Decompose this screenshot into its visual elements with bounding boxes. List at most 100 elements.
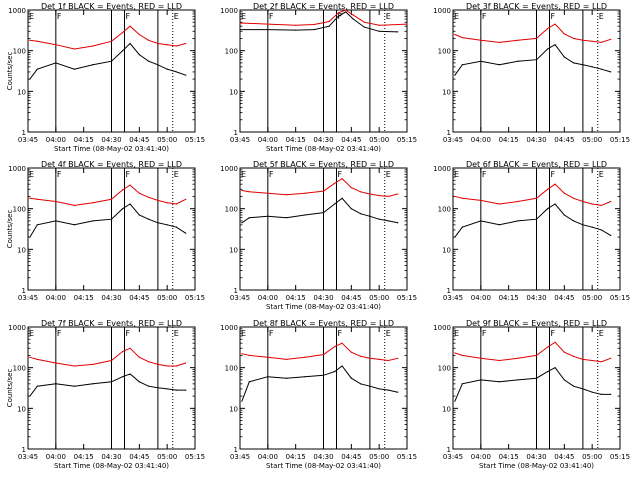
x-tick-label: 03:45 <box>230 136 250 144</box>
y-tick-label: 1000 <box>8 165 26 173</box>
x-tick-label: 04:15 <box>499 453 519 461</box>
x-tick-label: 04:15 <box>74 453 94 461</box>
x-tick-label: 04:15 <box>499 294 519 302</box>
data-point-lld <box>55 44 57 46</box>
x-tick-label: 04:30 <box>101 453 121 461</box>
data-point-lld <box>29 197 31 199</box>
data-point-events <box>517 379 519 381</box>
data-point-lld <box>304 192 306 194</box>
y-tick-label: 100 <box>438 365 451 373</box>
data-point-lld <box>563 192 565 194</box>
event-marker-label: F <box>269 12 274 21</box>
x-axis-label: Start Time (08-May-02 03:41:40) <box>54 145 169 153</box>
series-line-events <box>29 373 186 397</box>
data-point-events <box>138 381 140 383</box>
data-point-events <box>387 389 390 391</box>
event-marker-label: E <box>386 170 391 179</box>
panel-9: Det 9f BLACK = Events, RED = LLD 1 10 100 10… <box>433 319 630 470</box>
data-point-lld <box>591 40 593 42</box>
data-point-lld <box>591 203 593 205</box>
panel-title: Det 6f BLACK = Events, RED = LLD <box>466 160 607 169</box>
event-marker-label: E <box>174 12 179 21</box>
event-marker-label: F <box>57 170 62 179</box>
data-point-events <box>157 222 159 224</box>
series-line-events <box>454 44 611 76</box>
data-point-lld <box>304 356 306 358</box>
series-line-events <box>454 367 611 402</box>
data-point-events <box>350 377 352 379</box>
data-point-lld <box>285 358 287 360</box>
data-point-lld <box>350 351 352 353</box>
data-point-lld <box>267 23 269 25</box>
data-point-events <box>110 381 113 383</box>
panel-title: Det 9f BLACK = Events, RED = LLD <box>466 319 607 328</box>
data-point-events <box>185 74 187 76</box>
data-point-events <box>166 68 168 70</box>
data-point-events <box>573 220 575 222</box>
x-tick-label: 05:15 <box>397 453 417 461</box>
x-tick-label: 05:00 <box>582 294 602 302</box>
data-point-lld <box>185 198 187 200</box>
event-marker-label: E <box>454 12 459 21</box>
data-point-events <box>547 208 549 210</box>
data-point-lld <box>157 363 159 366</box>
event-marker-label: E <box>386 329 391 338</box>
data-point-lld <box>92 45 94 47</box>
event-marker-label: F <box>125 170 130 179</box>
data-point-events <box>454 400 456 402</box>
data-point-events <box>239 28 241 31</box>
data-point-events <box>341 197 343 199</box>
y-tick-label: 100 <box>225 206 238 214</box>
x-tick-label: 05:15 <box>610 294 630 302</box>
x-tick-label: 05:15 <box>397 294 417 302</box>
panel-title: Det 3f BLACK = Events, RED = LLD <box>466 2 607 11</box>
x-tick-label: 04:45 <box>129 136 149 144</box>
data-point-lld <box>334 345 336 348</box>
data-point-events <box>378 218 380 220</box>
data-point-lld <box>55 200 57 203</box>
data-point-lld <box>517 39 519 41</box>
data-point-lld <box>285 194 287 196</box>
data-point-events <box>369 385 371 387</box>
x-tick-label: 04:30 <box>101 136 121 144</box>
data-point-lld <box>322 353 325 356</box>
event-marker-label: F <box>269 170 274 179</box>
y-tick-label: 1000 <box>8 324 26 332</box>
data-point-lld <box>138 356 140 358</box>
y-tick-label: 100 <box>225 365 238 373</box>
x-tick-label: 05:15 <box>185 294 205 302</box>
data-point-events <box>241 222 243 224</box>
data-point-lld <box>582 39 584 41</box>
data-point-lld <box>461 354 463 357</box>
data-point-lld <box>148 39 150 41</box>
x-tick-label: 04:30 <box>101 294 121 302</box>
data-point-lld <box>600 41 603 43</box>
x-tick-label: 04:00 <box>46 453 66 461</box>
data-point-lld <box>573 355 575 357</box>
data-point-lld <box>92 363 94 366</box>
data-point-events <box>610 393 612 396</box>
data-point-events <box>498 381 500 383</box>
data-point-events <box>166 388 168 390</box>
data-point-lld <box>454 195 456 198</box>
data-point-lld <box>563 351 565 353</box>
data-point-lld <box>175 45 178 47</box>
data-point-events <box>175 226 178 228</box>
series-line-events <box>454 203 611 238</box>
event-marker-label: F <box>337 12 342 21</box>
data-point-events <box>175 71 178 73</box>
x-tick-label: 04:30 <box>313 453 333 461</box>
data-point-lld <box>129 347 131 349</box>
event-marker-label: F <box>550 12 555 21</box>
data-point-lld <box>600 361 603 363</box>
y-tick-label: 10 <box>17 405 26 413</box>
y-tick-label: 1 <box>234 287 238 295</box>
data-point-lld <box>122 31 124 34</box>
series-line-lld <box>454 341 611 363</box>
y-tick-label: 10 <box>442 88 451 96</box>
data-point-events <box>363 26 365 28</box>
data-point-events <box>55 383 57 385</box>
event-marker-label: E <box>29 329 34 338</box>
x-tick-label: 04:15 <box>286 136 306 144</box>
data-point-events <box>322 212 325 214</box>
